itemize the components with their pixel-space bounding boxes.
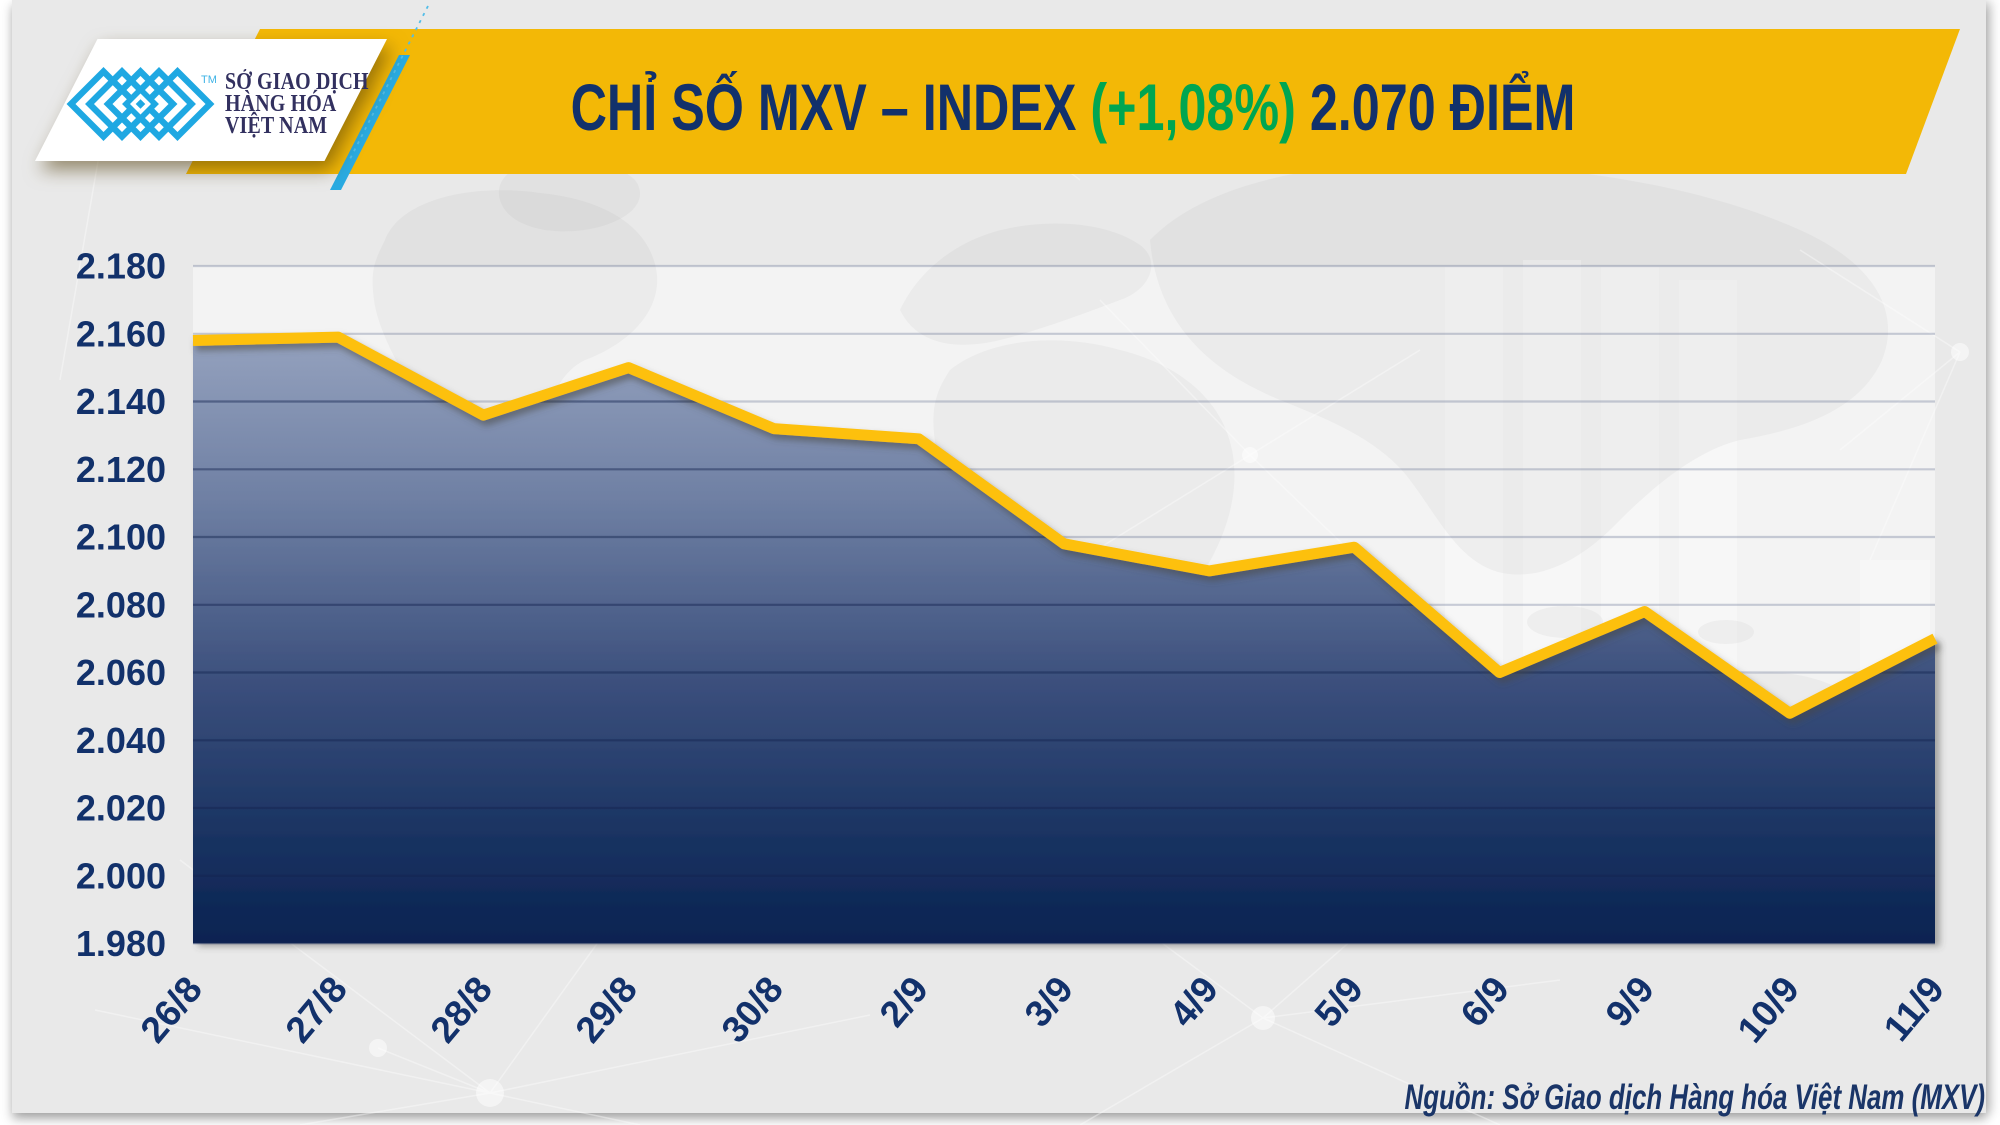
svg-text:2.060: 2.060 [76, 652, 166, 693]
svg-text:5/9: 5/9 [1307, 969, 1371, 1035]
svg-text:2.140: 2.140 [76, 381, 166, 422]
svg-text:2.100: 2.100 [76, 517, 166, 558]
svg-text:2.040: 2.040 [76, 720, 166, 761]
svg-text:2.120: 2.120 [76, 449, 166, 490]
svg-text:28/8: 28/8 [422, 969, 500, 1051]
svg-text:2/9: 2/9 [872, 969, 936, 1035]
svg-text:2.020: 2.020 [76, 788, 166, 829]
svg-text:6/9: 6/9 [1453, 969, 1517, 1035]
svg-text:3/9: 3/9 [1017, 969, 1081, 1035]
svg-text:2.080: 2.080 [76, 584, 166, 625]
svg-text:27/8: 27/8 [277, 969, 355, 1051]
svg-text:30/8: 30/8 [713, 969, 791, 1051]
svg-text:2.000: 2.000 [76, 855, 166, 896]
svg-text:2.160: 2.160 [76, 313, 166, 354]
svg-text:29/8: 29/8 [567, 969, 645, 1051]
svg-text:TM: TM [201, 74, 217, 86]
svg-text:4/9: 4/9 [1162, 969, 1226, 1035]
svg-text:26/8: 26/8 [132, 969, 210, 1051]
svg-text:9/9: 9/9 [1598, 969, 1662, 1035]
svg-text:1.980: 1.980 [76, 923, 166, 964]
svg-text:2.180: 2.180 [76, 246, 166, 287]
svg-text:10/9: 10/9 [1729, 969, 1807, 1051]
svg-text:11/9: 11/9 [1876, 969, 1952, 1049]
